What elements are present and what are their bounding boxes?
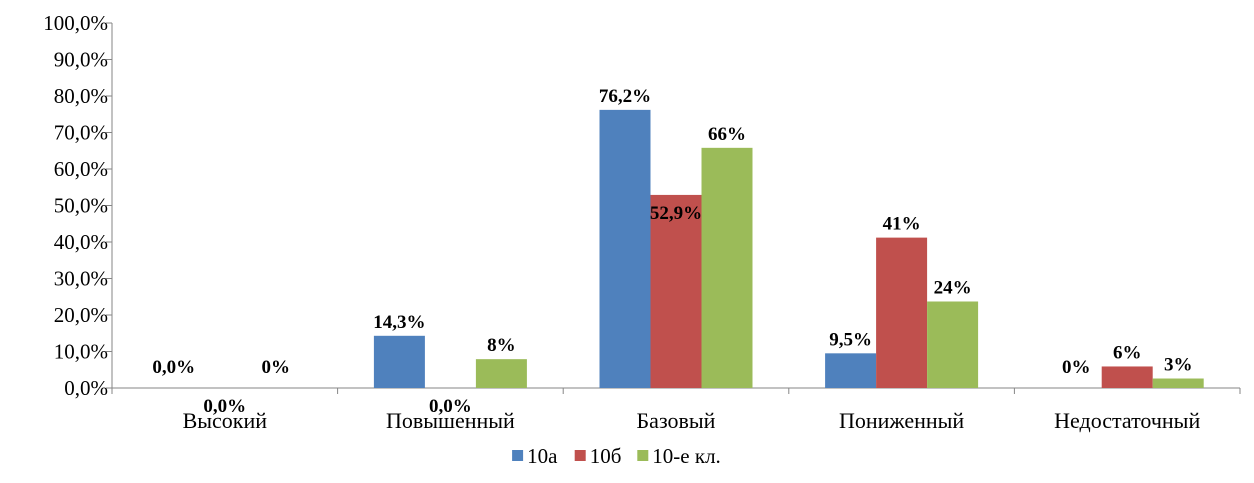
bar — [876, 237, 928, 388]
legend: 10а 10б 10-е кл. — [512, 444, 721, 468]
bar — [373, 335, 425, 388]
data-labels: 0,0% 14,3% 76,2% 9,5% 0% 0,0% 0,0% 52,9% 41% 6% 0%… — [152, 86, 1192, 417]
x-axis: Высокий Повышенный Базовый Пониженный Недост… — [111, 387, 1241, 433]
bar — [599, 109, 651, 389]
y-tick-label: 20,0% — [54, 303, 108, 327]
data-label: 0,0% — [152, 357, 195, 378]
data-label: 41% — [883, 214, 921, 235]
y-axis: 0,0% 10,0% 20,0% 30,0% 40,0% 50,0% 60,0% 70,0% 8… — [43, 11, 113, 400]
bar — [825, 353, 877, 388]
x-tick-label: Повышенный — [386, 408, 515, 433]
y-tick-label: 100,0% — [43, 11, 108, 35]
x-tick-label: Пониженный — [839, 408, 964, 433]
y-tick-label: 60,0% — [54, 157, 108, 181]
legend-swatch — [637, 450, 649, 461]
legend-label: 10-е кл. — [652, 444, 721, 468]
y-tick-label: 90,0% — [54, 48, 108, 72]
data-label: 66% — [708, 124, 746, 145]
legend-swatch — [574, 450, 586, 461]
data-label: 76,2% — [599, 86, 651, 107]
bar — [650, 194, 702, 388]
legend-label: 10а — [527, 444, 558, 468]
data-label: 9,5% — [829, 329, 872, 350]
data-label: 0% — [262, 357, 291, 378]
y-tick-label: 0,0% — [64, 376, 108, 400]
data-label: 14,3% — [373, 312, 425, 333]
y-tick-label: 80,0% — [54, 84, 108, 108]
bars — [373, 109, 1204, 389]
legend-swatch — [512, 450, 524, 461]
y-tick-label: 50,0% — [54, 194, 108, 218]
bar — [1152, 378, 1204, 388]
data-label: 8% — [487, 335, 516, 356]
y-tick-label: 40,0% — [54, 230, 108, 254]
y-tick-label: 70,0% — [54, 121, 108, 145]
data-label: 24% — [934, 277, 972, 298]
data-label: 52,9% — [650, 203, 702, 224]
y-tick-label: 30,0% — [54, 267, 108, 291]
bar — [701, 147, 753, 388]
y-tick-label: 10,0% — [54, 340, 108, 364]
data-label: 0% — [1062, 357, 1091, 378]
data-label: 3% — [1164, 355, 1193, 376]
data-label: 6% — [1113, 342, 1142, 363]
data-label: 0,0% — [429, 396, 472, 417]
data-label: 0,0% — [203, 396, 246, 417]
x-tick-label: Недостаточный — [1054, 408, 1200, 433]
bar — [475, 359, 527, 388]
x-tick-label: Высокий — [183, 408, 268, 433]
x-tick-label: Базовый — [637, 408, 716, 433]
legend-label: 10б — [590, 444, 622, 468]
bar — [1101, 366, 1153, 388]
bar — [927, 301, 979, 388]
